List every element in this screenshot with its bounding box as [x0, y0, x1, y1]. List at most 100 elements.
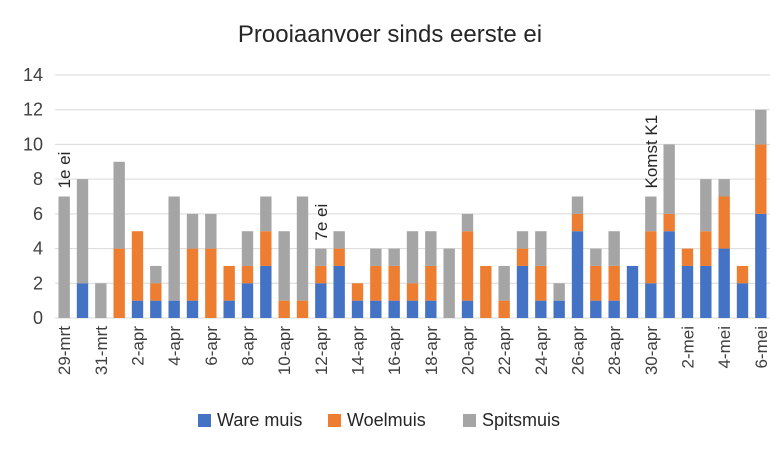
bar-segment: [553, 300, 565, 318]
legend: Ware muis Woelmuis Spitsmuis: [198, 410, 560, 430]
bar-segment: [700, 265, 712, 318]
bar-segment: [755, 144, 767, 214]
bar-segment: [718, 248, 730, 318]
x-tick-label: 14-apr: [349, 326, 368, 375]
y-axis: 0 2 4 6 8 10 12 14: [23, 65, 43, 328]
bar-segment: [755, 109, 767, 145]
bar-segment: [351, 283, 364, 301]
bar-segment: [498, 265, 510, 301]
bar-segment: [700, 179, 712, 232]
bar-segment: [113, 161, 125, 249]
x-tick-label: 2-apr: [129, 326, 148, 366]
bar-segment: [755, 213, 767, 318]
annotation-label: 1e ei: [55, 152, 74, 189]
x-tick-label: 29-mrt: [55, 326, 74, 375]
bar-segment: [571, 213, 584, 232]
bar-segment: [645, 283, 657, 318]
bar-segment: [498, 300, 510, 318]
bar-segment: [626, 265, 639, 318]
x-tick-label: 6-apr: [202, 326, 221, 366]
y-tick-label: 0: [33, 308, 43, 328]
bar-segment: [370, 265, 382, 301]
bar-segment: [681, 248, 694, 266]
bar-segment: [608, 265, 620, 301]
x-tick-label: 20-apr: [459, 326, 478, 375]
legend-swatch: [463, 414, 476, 427]
legend-label: Spitsmuis: [482, 410, 560, 430]
bar-segment: [736, 265, 749, 284]
bar-segment: [571, 231, 584, 318]
bar-segment: [645, 231, 657, 284]
bar-segment: [260, 231, 272, 266]
bar-segment: [645, 196, 657, 232]
x-tick-label: 4-apr: [165, 326, 184, 366]
bar-segment: [700, 231, 712, 266]
bar-segment: [608, 300, 620, 318]
bar-segment: [535, 265, 547, 301]
bar-segment: [370, 300, 382, 318]
bar-segment: [553, 283, 565, 301]
bar-segment: [480, 265, 492, 318]
bar-segment: [76, 283, 89, 318]
bar-segment: [370, 248, 382, 266]
bar-segment: [388, 300, 400, 318]
bar-segment: [535, 300, 547, 318]
bar-segment: [131, 231, 144, 301]
legend-label: Ware muis: [217, 410, 302, 430]
bar-segment: [535, 231, 547, 266]
bar-segment: [241, 231, 254, 266]
bar-segment: [663, 231, 675, 318]
y-tick-label: 8: [33, 169, 43, 189]
bar-segment: [663, 213, 675, 232]
bar-segment: [278, 231, 290, 301]
y-tick-label: 6: [33, 204, 43, 224]
bar-segment: [150, 300, 162, 318]
y-tick-label: 4: [33, 239, 43, 259]
x-tick-label: 31-mrt: [92, 326, 111, 375]
bar-segment: [461, 300, 474, 318]
bar-segment: [315, 265, 327, 284]
annotation-label: Komst K1: [642, 115, 661, 189]
x-tick-label: 22-apr: [495, 326, 514, 375]
x-tick-label: 26-apr: [569, 326, 588, 375]
x-tick-label: 8-apr: [239, 326, 258, 366]
x-tick-label: 12-apr: [312, 326, 331, 375]
bar-segment: [516, 248, 529, 266]
bar-segment: [425, 300, 437, 318]
bar-segment: [131, 300, 144, 318]
y-tick-label: 10: [23, 134, 43, 154]
bar-segment: [333, 231, 345, 249]
bar-segment: [95, 283, 107, 318]
bar-segment: [150, 283, 162, 301]
y-tick-label: 12: [23, 100, 43, 120]
bar-segment: [461, 213, 474, 232]
bar-segment: [76, 179, 89, 284]
bar-segment: [296, 300, 309, 318]
bar-segment: [425, 231, 437, 266]
y-tick-label: 14: [23, 65, 43, 85]
bar-segment: [260, 196, 272, 232]
x-tick-label: 6-mei: [752, 326, 771, 369]
bar-segment: [590, 248, 602, 266]
x-tick-label: 24-apr: [532, 326, 551, 375]
bar-segment: [608, 231, 620, 266]
x-tick-label: 2-mei: [679, 326, 698, 369]
bar-segment: [443, 248, 455, 318]
bar-segment: [241, 265, 254, 284]
bar-segment: [461, 231, 474, 301]
bar-segment: [516, 231, 529, 249]
bar-segment: [315, 283, 327, 318]
bar-segment: [590, 300, 602, 318]
bar-segment: [150, 265, 162, 284]
annotation-label: 7e ei: [312, 204, 331, 241]
x-tick-label: 4-mei: [715, 326, 734, 369]
x-axis: 29-mrt 31-mrt 2-apr 4-apr 6-apr 8-apr 10-apr 12…: [55, 326, 771, 375]
bar-segment: [351, 300, 364, 318]
bar-segment: [663, 144, 675, 214]
bar-segment: [168, 196, 180, 301]
bar-segment: [406, 283, 419, 301]
bar-segment: [168, 300, 180, 318]
bar-segment: [186, 248, 199, 301]
